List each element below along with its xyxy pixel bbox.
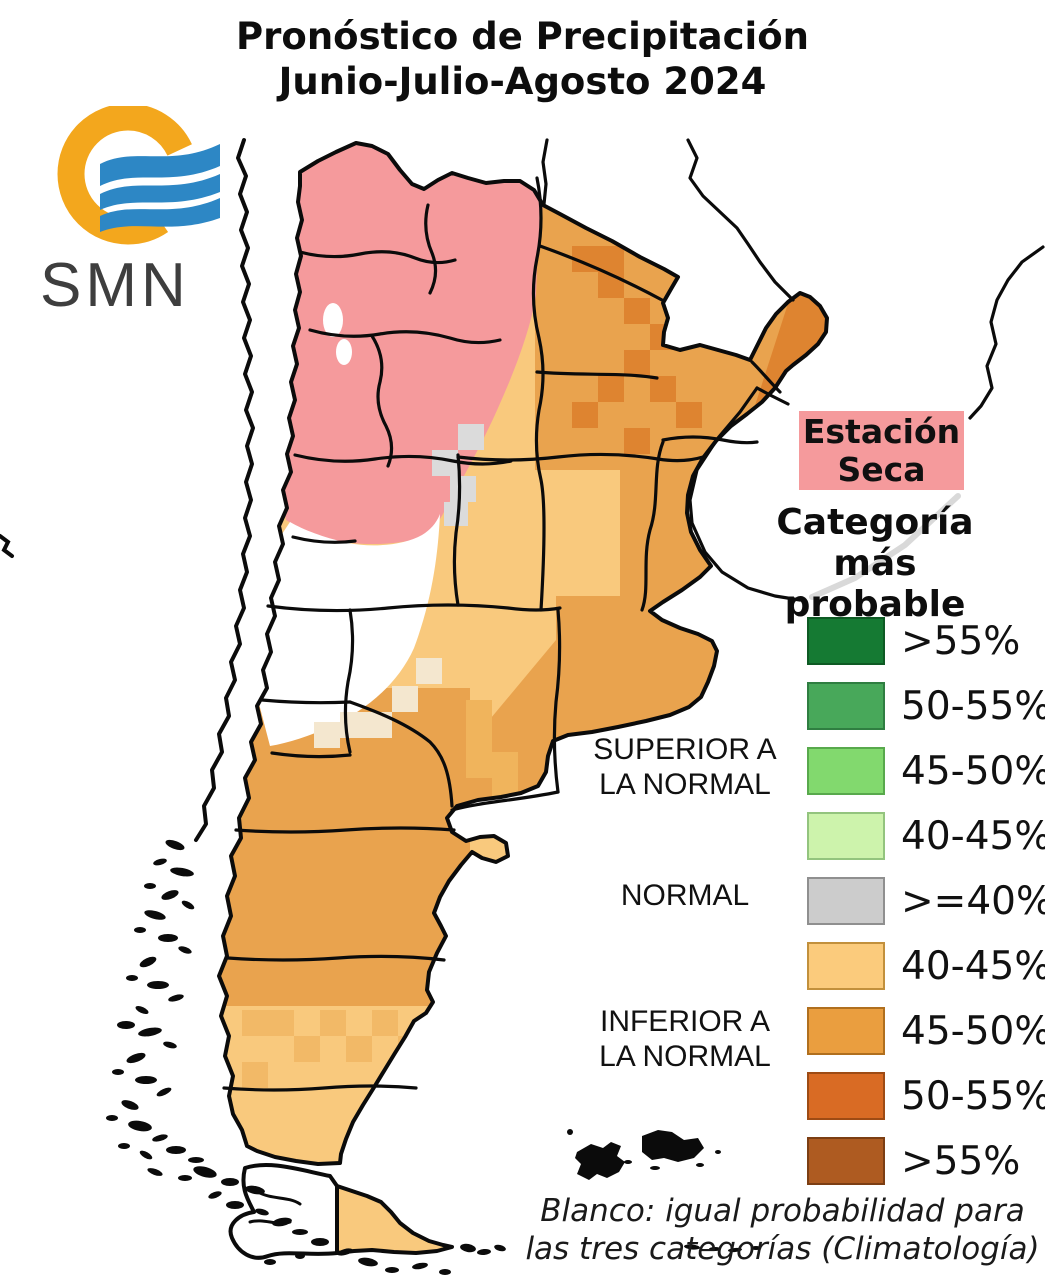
page-title: Pronóstico de Precipitación Junio-Julio-… (0, 14, 1045, 104)
legend-row: 50-55% (807, 682, 1045, 730)
argentina-border (217, 141, 829, 1166)
legend-heading-line1: Categoría más (776, 502, 974, 584)
neighbour-borders (541, 138, 1045, 602)
group-label-above-normal: SUPERIOR A LA NORMAL (593, 733, 777, 801)
legend-row: 45-50% (807, 747, 1045, 795)
equal-probability-region (258, 514, 440, 746)
legend-swatch (807, 877, 885, 925)
dry-season-label-line1: Estación (802, 411, 961, 451)
legend-row: >=40% (807, 877, 1045, 925)
group-label-normal: NORMAL (620, 879, 750, 912)
legend-value-label: 50-55% (901, 1073, 1045, 1119)
page-title-line2: Junio-Julio-Agosto 2024 (278, 60, 767, 103)
legend-swatch (807, 1137, 885, 1185)
legend-swatch (807, 682, 885, 730)
footnote-line1: Blanco: igual probabilidad para (540, 1193, 1025, 1229)
isla-de-los-estados (460, 1243, 761, 1256)
dry-season-legend-box: Estación Seca (799, 411, 964, 490)
chile-coastline (194, 138, 255, 842)
dry-season-label-line2: Seca (837, 449, 926, 489)
legend-value-label: 50-55% (901, 683, 1045, 729)
legend-row: 40-45% (807, 942, 1045, 990)
legend-value-label: >55% (901, 618, 1021, 664)
legend-row: 50-55% (807, 1072, 1045, 1120)
smn-logo-text: SMN (40, 251, 190, 320)
legend-row: >55% (807, 1137, 1045, 1185)
group-label-below-normal: INFERIOR A LA NORMAL (599, 1005, 771, 1073)
legend-swatch (807, 1072, 885, 1120)
province-borders (222, 176, 782, 1254)
legend-swatch (807, 1007, 885, 1055)
footnote: Blanco: igual probabilidad para las tres… (520, 1192, 1045, 1268)
normal-gray-cells (432, 424, 484, 526)
legend-row: 40-45% (807, 812, 1045, 860)
tierra-del-fuego-border (335, 1184, 454, 1255)
legend-value-label: 40-45% (901, 813, 1045, 859)
chilean-archipelago (106, 839, 451, 1275)
legend-value-label: >=40% (901, 878, 1045, 924)
malvinas-islands (567, 1129, 721, 1180)
footnote-line2: las tres categorías (Climatología) (525, 1231, 1040, 1267)
legend-row: 45-50% (807, 1007, 1045, 1055)
legend-swatch (807, 942, 885, 990)
legend-row: >55% (807, 617, 1045, 665)
legend-value-label: >55% (901, 1138, 1021, 1184)
legend-value-label: 45-50% (901, 1008, 1045, 1054)
smn-logo-waves (100, 144, 220, 232)
smn-logo: SMN (40, 106, 220, 320)
legend-swatch (807, 747, 885, 795)
page-title-line1: Pronóstico de Precipitación (236, 15, 809, 58)
legend-swatch (807, 812, 885, 860)
legend-value-label: 45-50% (901, 748, 1045, 794)
legend-swatch (807, 617, 885, 665)
smn-logo-ring (57, 106, 199, 245)
legend-value-label: 40-45% (901, 943, 1045, 989)
legend-heading: Categoría más probable (740, 502, 1010, 625)
legend-scale: >55% 50-55% 45-50% 40-45% >=40% 40-45% 4… (807, 617, 1045, 1185)
